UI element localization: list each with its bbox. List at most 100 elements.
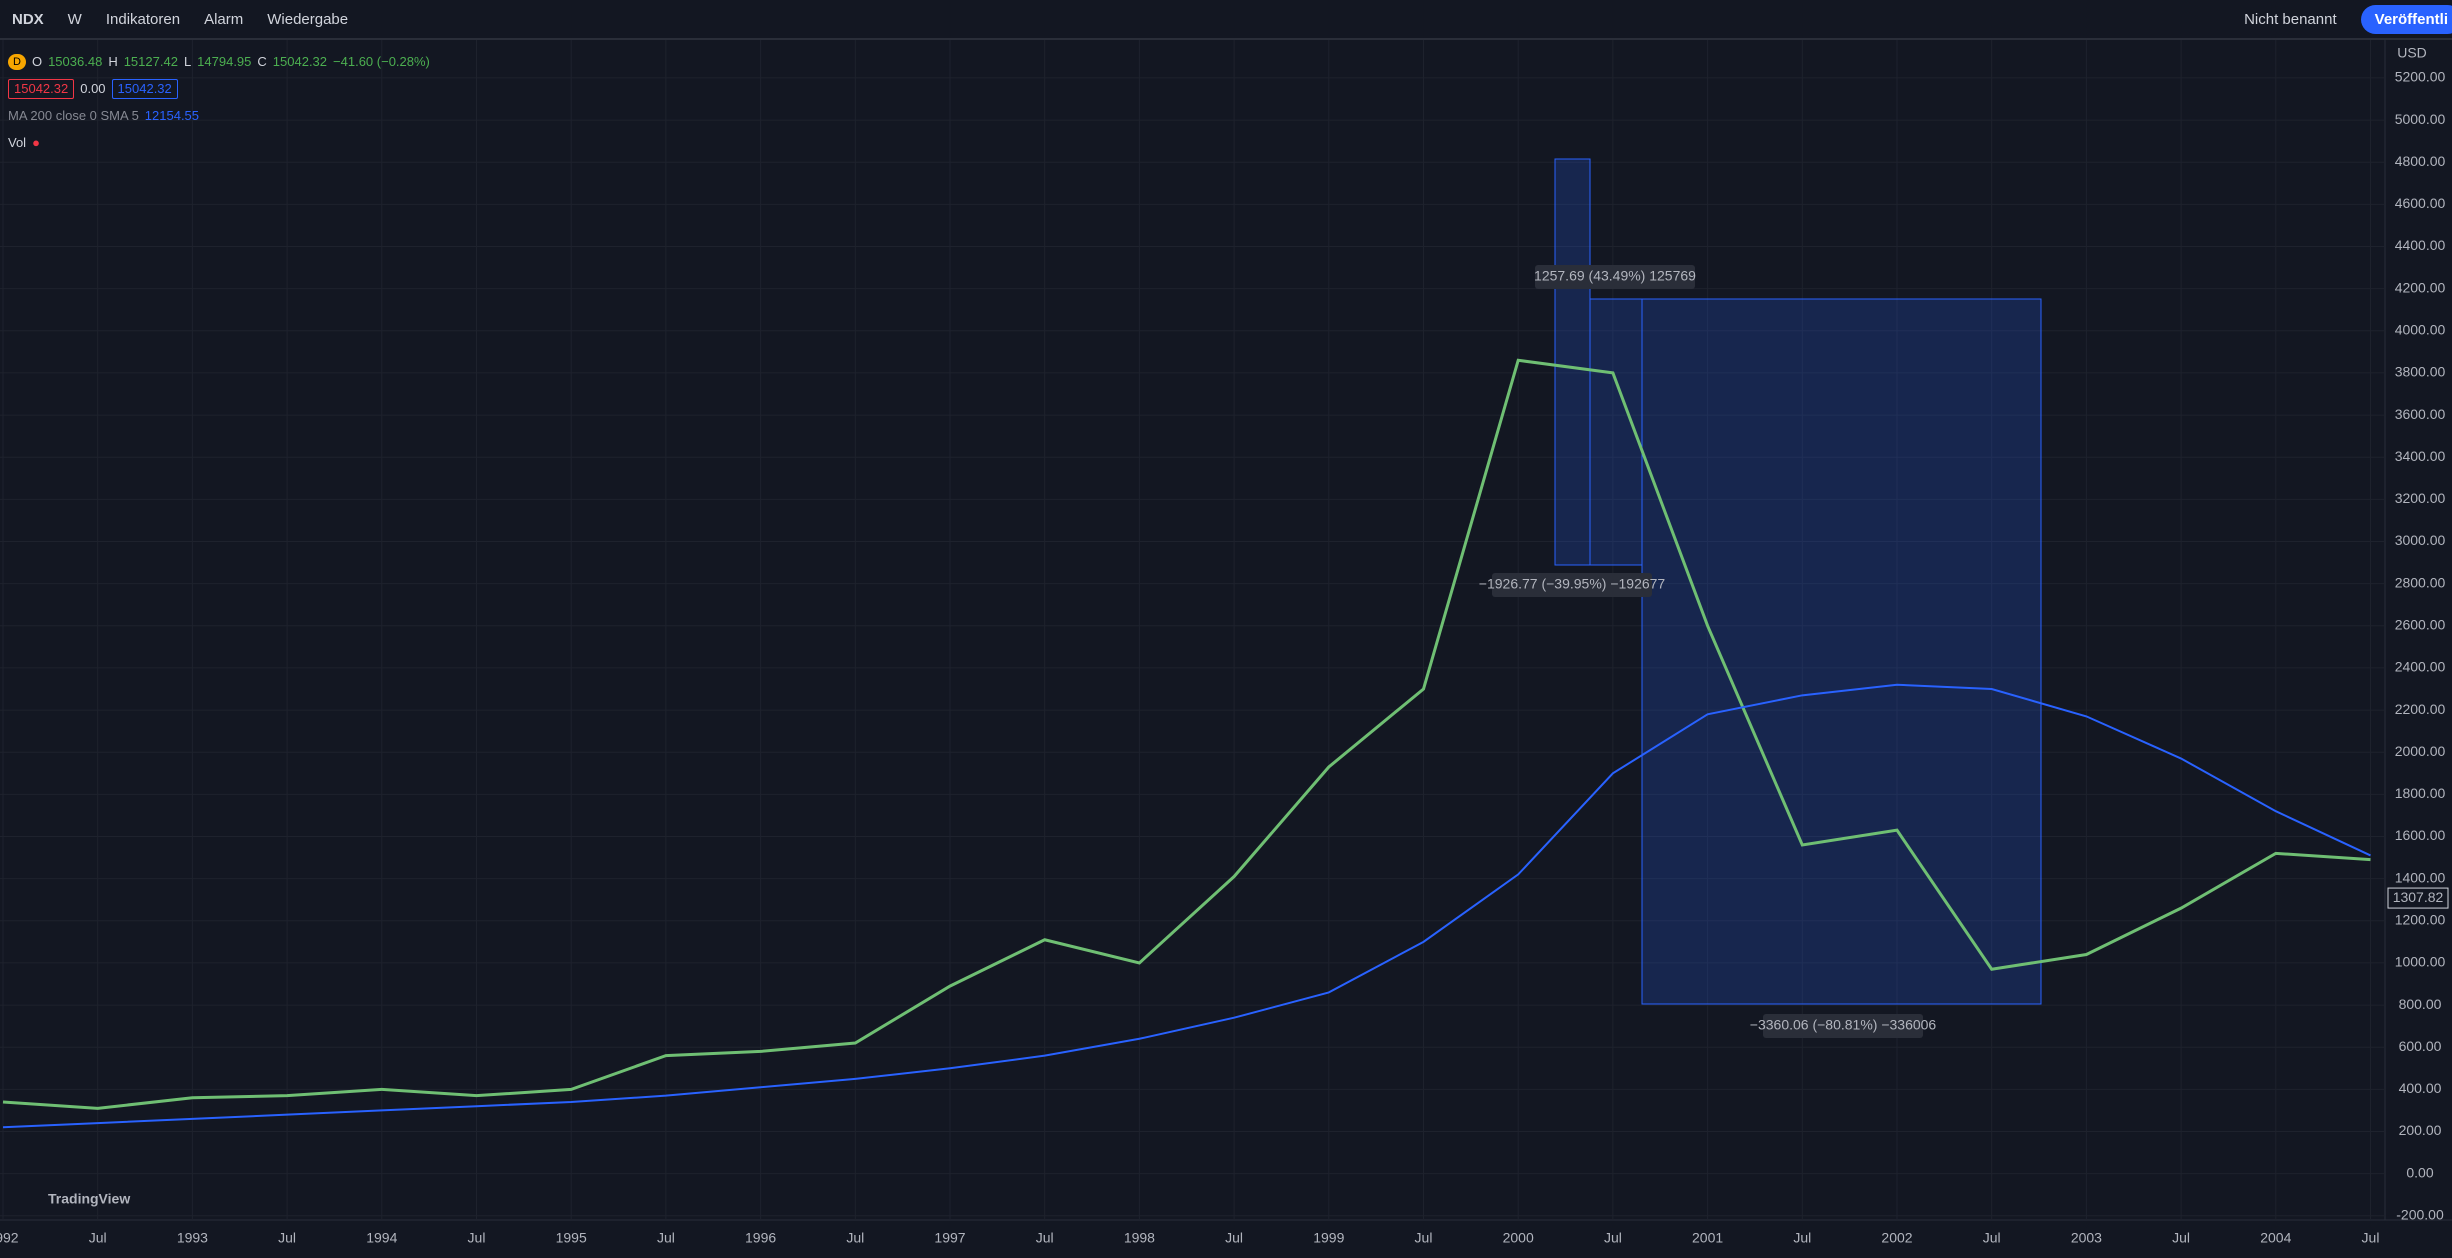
x-tick-label: 1997: [934, 1230, 965, 1246]
vol-warning: ●: [32, 135, 40, 150]
chart: -200.00 0.00 200.00 400.00 600.00 800.00 1000.…: [0, 40, 2452, 1246]
y-tick-label: 2600.00: [2395, 616, 2446, 632]
annotation-bg: [1535, 265, 1695, 289]
x-tick-label: 2004: [2260, 1230, 2291, 1246]
y-tick-label: 2200.00: [2395, 701, 2446, 717]
x-tick-label: 2003: [2071, 1230, 2102, 1246]
x-tick-label: Jul: [1793, 1230, 1811, 1246]
x-tick-label: 1999: [1313, 1230, 1344, 1246]
bid[interactable]: 15042.32: [8, 78, 75, 99]
low-label: L: [183, 54, 192, 69]
ma-value: 12154.55: [144, 108, 200, 123]
x-tick-label: Jul: [1225, 1230, 1243, 1246]
y-tick-label: 2800.00: [2395, 574, 2446, 590]
x-tick-label: 1994: [366, 1230, 397, 1246]
open: 15036.48: [48, 54, 103, 69]
high: 15127.42: [123, 54, 178, 69]
ma-title: MA 200 close 0 SMA 5: [8, 108, 139, 123]
y-tick-label: 4600.00: [2395, 195, 2446, 211]
y-tick-label: 5200.00: [2395, 69, 2446, 85]
last-price-bg: [2387, 887, 2449, 909]
y-tick-label: 3800.00: [2395, 364, 2446, 380]
annotation-bg: [1763, 1014, 1923, 1038]
x-tick-label: Jul: [1983, 1230, 2001, 1246]
y-tick-label: 4200.00: [2395, 279, 2446, 295]
y-tick-label: 2000.00: [2395, 743, 2446, 759]
legend: D O 15036.48 H 15127.42 L 14794.95 C 15042.3…: [8, 48, 430, 156]
x-tick-label: 1998: [1124, 1230, 1155, 1246]
y-tick-label: 4400.00: [2395, 237, 2446, 253]
y-tick-label: 3400.00: [2395, 448, 2446, 464]
close-label: C: [257, 54, 267, 69]
annotation: 1257.69 (43.49%) 125769: [1534, 268, 1696, 284]
x-tick-label: Jul: [468, 1230, 486, 1246]
x-tick-label: Jul: [1036, 1230, 1054, 1246]
alert[interactable]: Alarm: [204, 10, 244, 28]
spread: 0.00: [80, 81, 106, 96]
ohlc-row: D O 15036.48 H 15127.42 L 14794.95 C 15042.3…: [8, 48, 430, 75]
y-tick-label: 0.00: [2406, 1164, 2433, 1180]
vol-row: Vol ●: [8, 129, 430, 156]
y-tick-label: 3600.00: [2395, 406, 2446, 422]
series-line: [2, 683, 2371, 1129]
y-tick-label: 4000.00: [2395, 321, 2446, 337]
x-tick-label: 1993: [177, 1230, 208, 1246]
y-tick-label: 600.00: [2399, 1038, 2442, 1054]
symbol[interactable]: NDX: [12, 10, 44, 28]
ask[interactable]: 15042.32: [111, 78, 178, 99]
y-tick-label: 1000.00: [2395, 954, 2446, 970]
x-tick-label: 2001: [1692, 1230, 1723, 1246]
x-tick-label: 1992: [0, 1230, 19, 1246]
brand: TradingView: [48, 1191, 130, 1207]
toolbar: NDX W Indikatoren Alarm Wiedergabe Nicht…: [0, 0, 2452, 40]
low: 14794.95: [197, 54, 252, 69]
x-tick-label: 1996: [745, 1230, 776, 1246]
y-tick-label: 400.00: [2399, 1080, 2442, 1096]
x-tick-label: Jul: [1604, 1230, 1622, 1246]
source: D: [8, 53, 26, 70]
x-tick-label: Jul: [278, 1230, 296, 1246]
y-tick-label: 5000.00: [2395, 111, 2446, 127]
replay[interactable]: Wiedergabe: [267, 10, 349, 28]
y-tick-label: 4800.00: [2395, 153, 2446, 169]
interval[interactable]: W: [67, 10, 82, 28]
y-tick-label: 200.00: [2399, 1122, 2442, 1138]
y-tick-label: 3000.00: [2395, 532, 2446, 548]
y-tick-label: 3200.00: [2395, 490, 2446, 506]
series-line: [2, 358, 2371, 1110]
x-tick-label: Jul: [89, 1230, 107, 1246]
measure-box: [1554, 158, 1591, 566]
x-tick-label: 2002: [1881, 1230, 1912, 1246]
x-tick-label: Jul: [846, 1230, 864, 1246]
annotation: −1926.77 (−39.95%) −192677: [1479, 576, 1666, 592]
y-tick-label: 1800.00: [2395, 785, 2446, 801]
y-tick-label: 1200.00: [2395, 911, 2446, 927]
currency: USD: [2397, 45, 2427, 61]
y-tick-label: 800.00: [2399, 996, 2442, 1012]
x-tick-label: Jul: [657, 1230, 675, 1246]
open-label: O: [31, 54, 43, 69]
x-tick-label: 1995: [556, 1230, 587, 1246]
measure-box: [1589, 298, 1643, 566]
close: 15042.32: [272, 54, 328, 69]
annotation-bg: [1492, 573, 1652, 597]
high-label: H: [108, 54, 118, 69]
y-tick-label: 1600.00: [2395, 827, 2446, 843]
x-tick-label: Jul: [2362, 1230, 2380, 1246]
layout-name[interactable]: Nicht benannt: [2244, 10, 2337, 28]
indicators[interactable]: Indikatoren: [105, 10, 181, 28]
x-tick-label: Jul: [1415, 1230, 1433, 1246]
change: −41.60 (−0.28%): [333, 54, 430, 69]
y-tick-label: 1400.00: [2395, 869, 2446, 885]
y-tick-label: 2400.00: [2395, 659, 2446, 675]
y-tick-label: -200.00: [2396, 1206, 2444, 1222]
ma-row: MA 200 close 0 SMA 5 12154.55: [8, 102, 430, 129]
x-tick-label: 2000: [1503, 1230, 1534, 1246]
x-tick-label: Jul: [2172, 1230, 2190, 1246]
annotation: −3360.06 (−80.81%) −336006: [1750, 1017, 1937, 1033]
measure-box: [1641, 298, 2042, 1005]
publish-button[interactable]: Veröffentli: [2360, 4, 2452, 34]
quote-row: 15042.32 0.00 15042.32: [8, 75, 430, 102]
vol: Vol: [8, 135, 27, 150]
